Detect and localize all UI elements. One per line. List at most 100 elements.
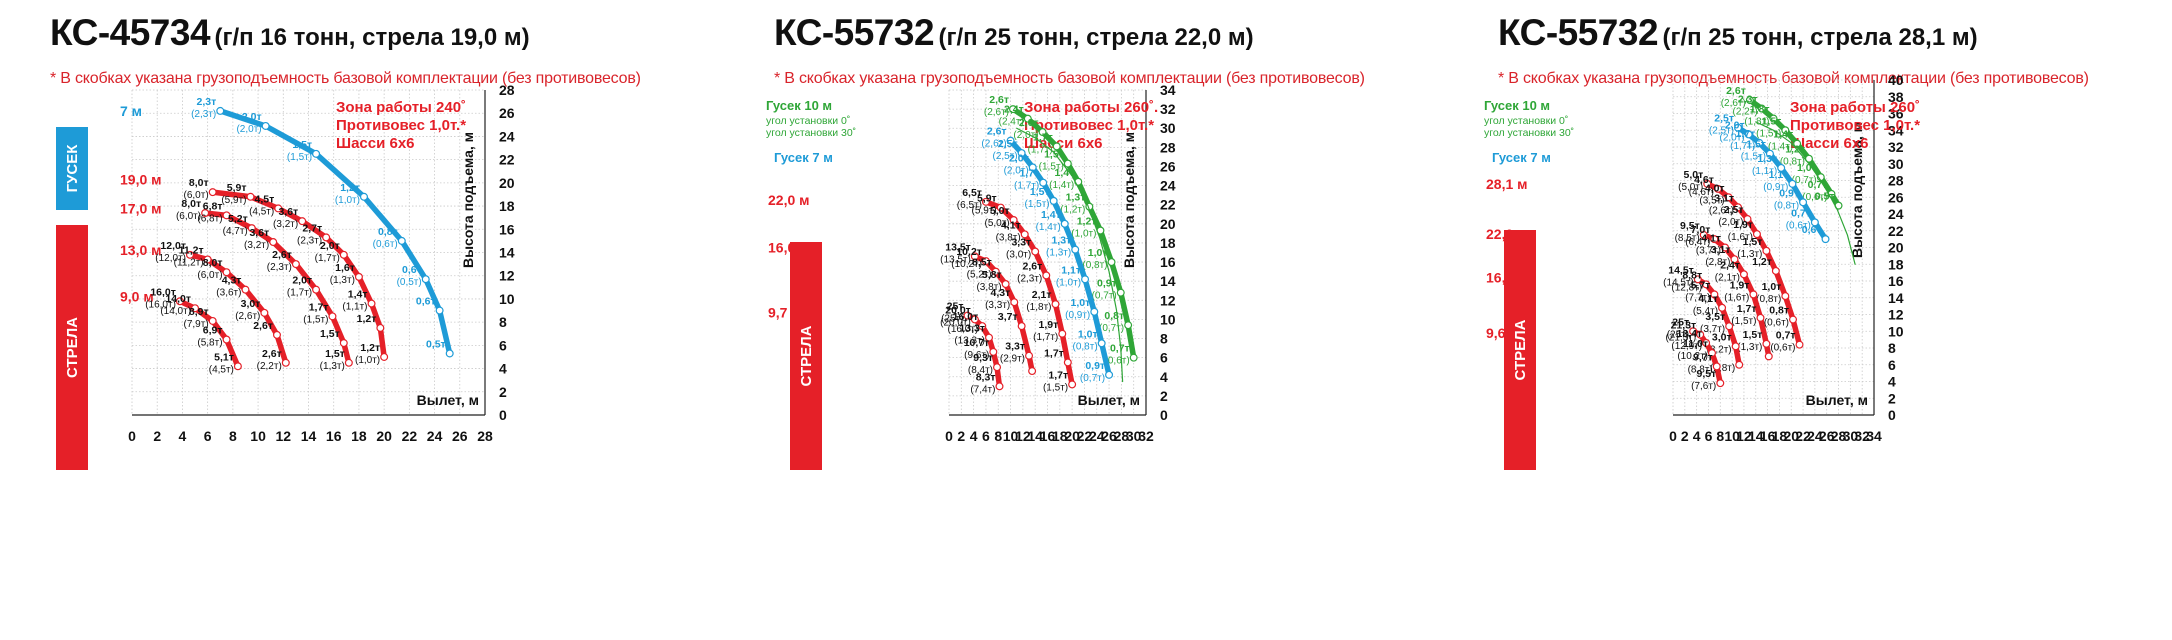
zone-text-line: Зона работы 240˚ xyxy=(336,99,466,116)
load-label-base: (5,2т) xyxy=(967,270,992,281)
load-label-base: (16,0т) xyxy=(145,299,176,310)
data-point xyxy=(269,238,278,247)
load-label-base: (1,5т) xyxy=(287,152,312,163)
y-tick-label: 38 xyxy=(1888,89,1904,105)
load-label: 14,0т xyxy=(165,293,191,305)
load-label: 11,0т xyxy=(1683,338,1708,350)
load-label: 1,7т xyxy=(1044,347,1064,359)
jib-legend-angle-0: угол установки 0˚ xyxy=(766,115,850,127)
x-tick-label: 20 xyxy=(376,428,392,444)
x-tick-label: 22 xyxy=(402,428,418,444)
y-tick-label: 24 xyxy=(1888,206,1904,222)
load-label-base: (3,6т) xyxy=(216,288,241,299)
data-point xyxy=(1009,215,1018,224)
data-point xyxy=(1081,275,1090,284)
data-point xyxy=(291,260,300,269)
x-tick-label: 18 xyxy=(351,428,367,444)
x-tick-label: 30 xyxy=(1843,428,1859,444)
load-label-base: (12,8т) xyxy=(1671,282,1702,293)
footnote-1: * В скобках указана грузоподъемность баз… xyxy=(50,70,641,87)
x-tick-label: 26 xyxy=(452,428,468,444)
data-point xyxy=(328,312,337,321)
load-label: 13,4т xyxy=(1677,328,1703,340)
chart-title-2: КС-55732 (г/п 25 тонн, стрела 22,0 м) xyxy=(774,12,1254,54)
load-label-base: (4,6т) xyxy=(1689,187,1714,198)
load-label-base: (2,0т) xyxy=(236,124,261,135)
load-label-base: (1,6т) xyxy=(1728,232,1753,243)
jib-legend-7m: Гусек 7 м xyxy=(1492,150,1551,165)
load-label: 8,0т xyxy=(189,177,209,189)
data-point xyxy=(380,352,389,361)
load-label: 1,5т xyxy=(1762,115,1782,127)
data-point xyxy=(1765,149,1774,158)
x-tick-label: 24 xyxy=(1089,428,1105,444)
data-point xyxy=(1718,303,1727,312)
load-label: 4,3т xyxy=(222,275,242,287)
load-label-base: (1,4т) xyxy=(1768,142,1793,153)
load-label-base: (4,5т) xyxy=(209,364,234,375)
load-label: 0,7т xyxy=(1110,343,1130,355)
load-label: 0,8т xyxy=(378,226,398,238)
load-label: 1,2т xyxy=(1077,216,1097,228)
data-point xyxy=(376,323,385,332)
x-tick-label: 10 xyxy=(1724,428,1740,444)
data-point xyxy=(1052,142,1061,151)
load-label-base: (1,0т) xyxy=(355,355,380,366)
load-label: 0,6т xyxy=(416,296,436,308)
load-label: 3,7т xyxy=(998,311,1018,323)
side-bar xyxy=(790,242,822,470)
load-label-base: (5,9т) xyxy=(972,206,997,217)
boom-length-label: 9,0 м xyxy=(120,289,154,305)
data-point xyxy=(1735,360,1744,369)
y-tick-label: 22 xyxy=(1160,197,1176,213)
data-point xyxy=(963,311,972,320)
load-label-base: (1,5т) xyxy=(303,314,328,325)
data-point xyxy=(1010,298,1019,307)
load-label-base: (3,2т) xyxy=(273,219,298,230)
load-label-base: (13,5т) xyxy=(940,254,971,265)
load-label: 0,6т xyxy=(1802,224,1822,236)
series: 2,6т(2,6т)2,5т(2,5т)2,0т(2,0т)1,7т(1,7т)… xyxy=(981,126,1114,384)
load-label-base: (1,5т) xyxy=(1025,199,1050,210)
x-axis-title: Вылет, м xyxy=(1078,392,1140,408)
chart-panel-2: КС-55732 (г/п 25 тонн, стрела 22,0 м) * … xyxy=(724,0,1448,640)
x-tick-label: 34 xyxy=(1866,428,1882,444)
load-label-base: (2,6т) xyxy=(235,311,260,322)
data-point xyxy=(1764,352,1773,361)
x-tick-label: 6 xyxy=(1705,428,1713,444)
load-label: 1,2т xyxy=(360,342,380,354)
data-point xyxy=(233,362,242,371)
load-label: 0,5т xyxy=(1815,191,1835,203)
zone-text-line: Противовес 1,0т.* xyxy=(1790,117,1920,134)
load-label: 1,1т xyxy=(1061,264,1081,276)
load-label-base: (0,6т) xyxy=(1764,318,1789,329)
load-label-base: (8,5т) xyxy=(1675,233,1700,244)
load-label-base: (10,2т) xyxy=(1677,351,1708,362)
load-label: 2,6т xyxy=(253,320,273,332)
load-label-base: (3,2т) xyxy=(244,240,269,251)
load-label-base: (0,9т) xyxy=(1065,310,1090,321)
series-line xyxy=(1016,127,1124,383)
load-label: 8,3т xyxy=(976,371,996,383)
load-label: 6,9т xyxy=(203,325,223,337)
data-point xyxy=(397,236,406,245)
data-point xyxy=(1699,230,1708,239)
data-point xyxy=(1025,351,1034,360)
y-tick-label: 2 xyxy=(1160,388,1168,404)
y-tick-label: 32 xyxy=(1160,101,1176,117)
y-tick-label: 8 xyxy=(1888,340,1896,356)
data-point xyxy=(985,333,994,342)
y-tick-label: 20 xyxy=(1160,216,1176,232)
load-label-base: (0,6т) xyxy=(373,239,398,250)
x-tick-label: 6 xyxy=(982,428,990,444)
x-tick-label: 12 xyxy=(275,428,291,444)
load-label: 4,1т xyxy=(1698,293,1718,305)
load-label: 3,1т xyxy=(1711,244,1731,256)
load-label-base: (0,8т) xyxy=(1756,294,1781,305)
model-name: КС-45734 xyxy=(50,12,211,53)
load-label-base: (20,0т) xyxy=(940,317,971,328)
load-label-base: (1,5т) xyxy=(1731,316,1756,327)
load-label: 6,8т xyxy=(203,200,223,212)
series: 5,0т(5,0т)4,6т(4,6т)4,0т(3,5т)3,1т(2,6т)… xyxy=(1678,169,1804,354)
load-label-base: (1,7т) xyxy=(287,288,312,299)
